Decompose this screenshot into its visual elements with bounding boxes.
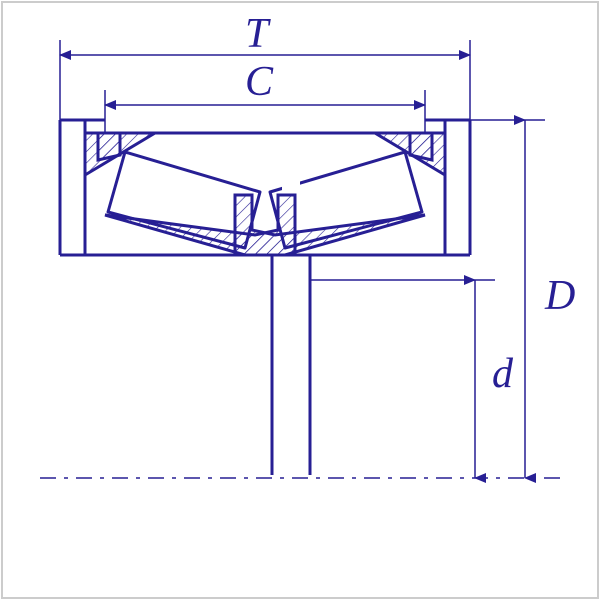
label-T: T	[245, 10, 268, 58]
label-d: d	[492, 350, 513, 398]
label-C: C	[245, 58, 273, 106]
bore-lines	[272, 255, 310, 475]
section-drawing	[0, 0, 600, 600]
label-D: D	[545, 272, 575, 320]
dimension-D	[470, 120, 545, 478]
bearing-dimension-drawing: T C D d	[0, 0, 600, 600]
dimension-d	[310, 280, 495, 478]
